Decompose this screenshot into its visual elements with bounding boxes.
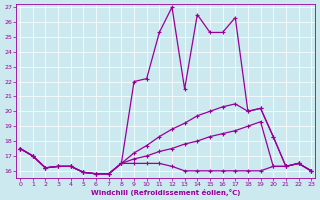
X-axis label: Windchill (Refroidissement éolien,°C): Windchill (Refroidissement éolien,°C) <box>91 189 240 196</box>
